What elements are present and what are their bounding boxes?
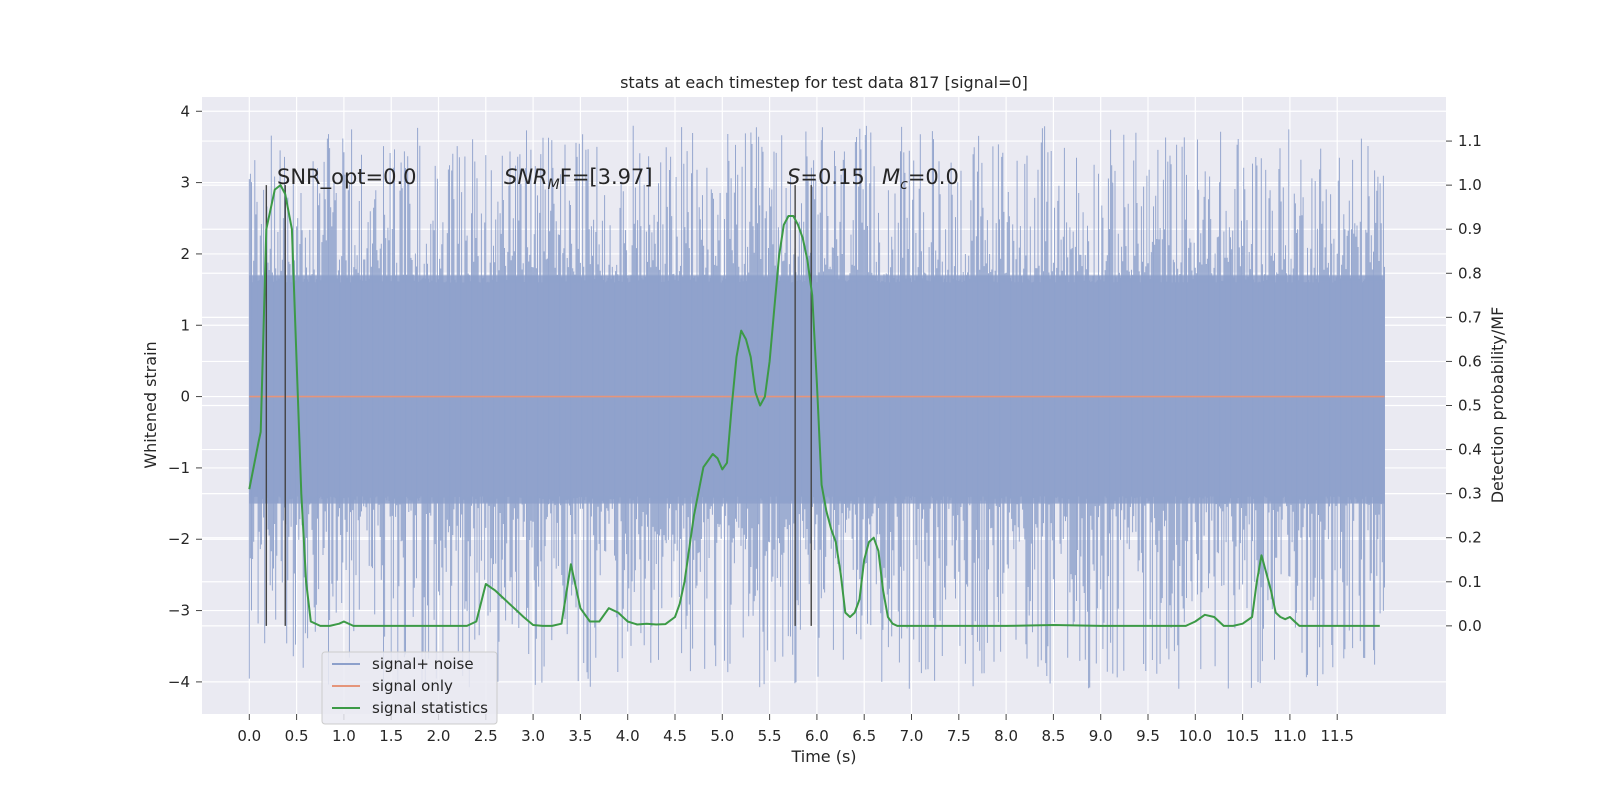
y-left-tick-label: −3 (168, 602, 190, 620)
y-right-tick-label: 1.0 (1458, 176, 1482, 194)
annotation-snr-mf-main: SNR (504, 165, 548, 189)
x-tick-label: 3.5 (568, 727, 592, 745)
y-left-tick-label: −1 (168, 459, 190, 477)
x-tick-label: 5.0 (710, 727, 734, 745)
annotation-mc: Mc=0.0 (882, 165, 959, 193)
x-axis-ticks: 0.0 0.5 1.0 1.5 2.0 2.5 3.0 3.5 4.0 4.5 5.0 5.5 6.0 6… (237, 714, 1354, 745)
y-right-tick-label: 0.1 (1458, 573, 1482, 591)
series-signal-statistics (248, 184, 1380, 627)
y-right-tick-label: 0.8 (1458, 264, 1482, 282)
y-right-tick-label: 0.6 (1458, 352, 1482, 370)
x-tick-label: 3.0 (521, 727, 545, 745)
chart-title: stats at each timestep for test data 817… (620, 73, 1028, 92)
x-tick-label: 6.5 (852, 727, 876, 745)
y-right-tick-label: 0.3 (1458, 485, 1482, 503)
annotation-mc-symbol: M (882, 165, 900, 189)
y-right-tick-label: 1.1 (1458, 132, 1482, 150)
x-tick-label: 0.5 (285, 727, 309, 745)
annotation-mc-value: =0.0 (908, 165, 959, 189)
legend-box (321, 651, 498, 725)
y-left-tick-label: −4 (168, 673, 190, 691)
y-right-tick-label: 0.0 (1458, 617, 1482, 635)
x-tick-label: 0.0 (237, 727, 261, 745)
y-left-tick-label: 3 (180, 174, 190, 192)
y-left-tick-label: −2 (168, 530, 190, 548)
y-left-axis-ticks: 4 3 2 1 0 −1 −2 −3 −4 (168, 102, 202, 691)
x-tick-label: 2.0 (427, 727, 451, 745)
y-left-axis-label: Whitened strain (141, 341, 160, 468)
y-left-tick-label: 1 (180, 316, 190, 334)
x-tick-label: 8.0 (994, 727, 1018, 745)
x-tick-label: 11.0 (1273, 727, 1306, 745)
y-right-tick-label: 0.5 (1458, 397, 1482, 415)
y-right-tick-label: 0.9 (1458, 220, 1482, 238)
signal-statistics-line (248, 184, 1380, 627)
x-tick-label: 7.0 (900, 727, 924, 745)
x-axis-label: Time (s) (790, 747, 856, 766)
x-tick-label: 1.5 (379, 727, 403, 745)
x-tick-label: 1.0 (332, 727, 356, 745)
x-tick-label: 4.5 (663, 727, 687, 745)
legend-label-signal-only: signal only (372, 677, 453, 695)
x-tick-label: 7.5 (947, 727, 971, 745)
y-right-axis-ticks: 1.1 1.0 0.9 0.8 0.7 0.6 0.5 0.4 0.3 0.2 0.1 0.0 (1446, 132, 1482, 635)
noise-trace (248, 125, 1385, 689)
y-right-tick-label: 0.4 (1458, 441, 1482, 459)
annotation-snr-opt: SNR_opt=0.0 (277, 165, 417, 190)
legend-label-signal-statistics: signal statistics (372, 699, 488, 717)
x-tick-label: 9.0 (1089, 727, 1113, 745)
x-tick-label: 6.0 (805, 727, 829, 745)
annotation-mc-sub: c (900, 177, 908, 193)
y-right-tick-label: 0.7 (1458, 308, 1482, 326)
x-tick-label: 9.5 (1136, 727, 1160, 745)
annotation-snr-mf: SNRMF=[3.97] (504, 165, 653, 193)
x-tick-label: 11.5 (1321, 727, 1354, 745)
annotation-s: S=0.15 (787, 165, 865, 189)
annotation-snr-mf-sub: M (548, 177, 560, 193)
y-left-tick-label: 4 (180, 102, 190, 120)
legend: signal+ noise signal only signal statist… (321, 651, 498, 725)
annotation-s-symbol: S (787, 165, 800, 189)
vertical-markers (265, 185, 812, 626)
x-tick-label: 10.5 (1226, 727, 1259, 745)
legend-label-signal-noise: signal+ noise (372, 655, 474, 673)
annotation-s-value: =0.15 (800, 165, 864, 189)
x-tick-label: 10.0 (1179, 727, 1212, 745)
y-left-tick-label: 0 (180, 388, 190, 406)
y-left-tick-label: 2 (180, 245, 190, 263)
x-tick-label: 5.5 (758, 727, 782, 745)
y-right-axis-label: Detection probability/MF (1488, 307, 1507, 504)
y-right-tick-label: 0.2 (1458, 529, 1482, 547)
annotation-snr-mf-value: F=[3.97] (560, 165, 653, 189)
x-tick-label: 4.0 (616, 727, 640, 745)
x-tick-label: 2.5 (474, 727, 498, 745)
x-tick-label: 8.5 (1041, 727, 1065, 745)
